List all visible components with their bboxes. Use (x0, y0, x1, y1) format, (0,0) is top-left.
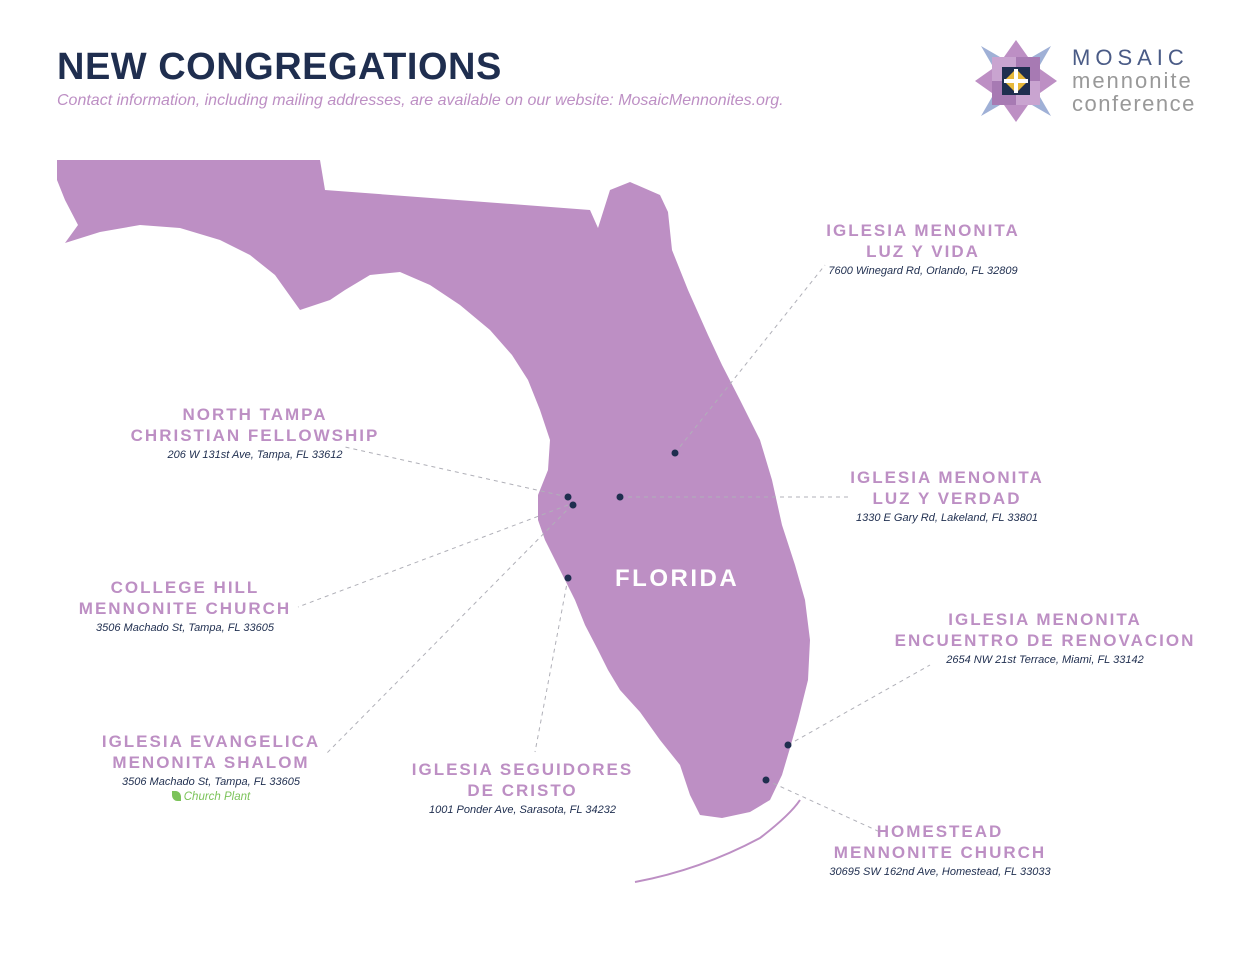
congregation-luz-y-vida: IGLESIA MENONITA LUZ Y VIDA 7600 Winegar… (808, 220, 1038, 277)
congregation-name-line1: IGLESIA MENONITA (948, 610, 1142, 629)
congregation-name-line1: IGLESIA SEGUIDORES (411, 760, 634, 779)
church-plant-label: Church Plant (183, 791, 251, 803)
congregation-name-line1: IGLESIA MENONITA (826, 221, 1020, 240)
congregation-address: 1330 E Gary Rd, Lakeland, FL 33801 (855, 512, 1039, 524)
leader-line-renovacion (787, 664, 931, 746)
congregation-name-line2: DE CRISTO (467, 781, 578, 800)
congregation-address: 206 W 131st Ave, Tampa, FL 33612 (167, 449, 343, 461)
congregation-name-line2: MENNONITE CHURCH (833, 843, 1047, 862)
leader-line-college-hill (297, 504, 569, 608)
congregation-name-line2: LUZ Y VIDA (866, 242, 980, 261)
logo-line-mennonite: mennonite (1072, 68, 1193, 93)
leader-line-north-tampa (344, 446, 569, 498)
congregation-address: 3506 Machado St, Tampa, FL 33605 (122, 776, 300, 788)
quilt-star-icon (975, 40, 1057, 122)
congregation-name-line1: IGLESIA EVANGELICA (101, 732, 321, 751)
congregation-address: 7600 Winegard Rd, Orlando, FL 32809 (828, 265, 1018, 277)
congregation-name-line2: LUZ Y VERDAD (872, 489, 1022, 508)
congregation-name-line2: MENNONITE CHURCH (78, 599, 292, 618)
congregation-markers (564, 449, 792, 784)
marker-orlando (671, 449, 679, 457)
logo-line-mosaic: MOSAIC (1072, 45, 1189, 70)
marker-lakeland (616, 493, 624, 501)
leader-line-homestead (765, 779, 881, 833)
leaf-icon (171, 791, 181, 801)
congregation-name-line1: COLLEGE HILL (110, 578, 260, 597)
congregation-homestead: HOMESTEAD MENNONITE CHURCH 30695 SW 162n… (815, 821, 1065, 878)
congregation-name-line2: CHRISTIAN FELLOWSHIP (130, 426, 380, 445)
marker-sarasota (564, 574, 572, 582)
congregation-renovacion: IGLESIA MENONITA ENCUENTRO DE RENOVACION… (885, 609, 1205, 666)
leader-line-luz-y-vida (674, 264, 826, 454)
marker-homestead (762, 776, 770, 784)
congregation-shalom: IGLESIA EVANGELICA MENONITA SHALOM 3506 … (96, 731, 326, 803)
state-label: FLORIDA (615, 565, 740, 592)
congregation-address: 2654 NW 21st Terrace, Miami, FL 33142 (946, 654, 1144, 666)
congregation-name-line2: ENCUENTRO DE RENOVACION (894, 631, 1196, 650)
florida-keys (634, 799, 801, 883)
church-plant-badge: Church Plant (96, 791, 326, 803)
congregation-college-hill: COLLEGE HILL MENNONITE CHURCH 3506 Macha… (70, 577, 300, 634)
congregation-name-line1: NORTH TAMPA (182, 405, 328, 424)
marker-north-tampa (564, 493, 572, 501)
marker-tampa-machado (569, 501, 577, 509)
congregation-name-line1: HOMESTEAD (876, 822, 1004, 841)
page-title: NEW CONGREGATIONS (57, 46, 502, 88)
congregation-seguidores: IGLESIA SEGUIDORES DE CRISTO 1001 Ponder… (405, 759, 640, 816)
congregation-address: 1001 Ponder Ave, Sarasota, FL 34232 (429, 804, 616, 816)
logo-line-conference: conference (1072, 91, 1196, 116)
florida-landmass (57, 160, 810, 818)
congregation-north-tampa: NORTH TAMPA CHRISTIAN FELLOWSHIP 206 W 1… (125, 404, 385, 461)
marker-miami (784, 741, 792, 749)
page-subtitle: Contact information, including mailing a… (57, 92, 784, 109)
congregation-name-line2: MENONITA SHALOM (112, 753, 310, 772)
leader-line-shalom (324, 504, 573, 756)
congregation-name-line1: IGLESIA MENONITA (850, 468, 1044, 487)
congregation-address: 30695 SW 162nd Ave, Homestead, FL 33033 (829, 866, 1051, 878)
leader-lines (297, 264, 931, 833)
leader-line-seguidores (534, 577, 569, 753)
congregation-address: 3506 Machado St, Tampa, FL 33605 (96, 622, 274, 634)
logo-wordmark: MOSAIC mennonite conference (1072, 46, 1196, 115)
congregation-luz-y-verdad: IGLESIA MENONITA LUZ Y VERDAD 1330 E Gar… (832, 467, 1062, 524)
